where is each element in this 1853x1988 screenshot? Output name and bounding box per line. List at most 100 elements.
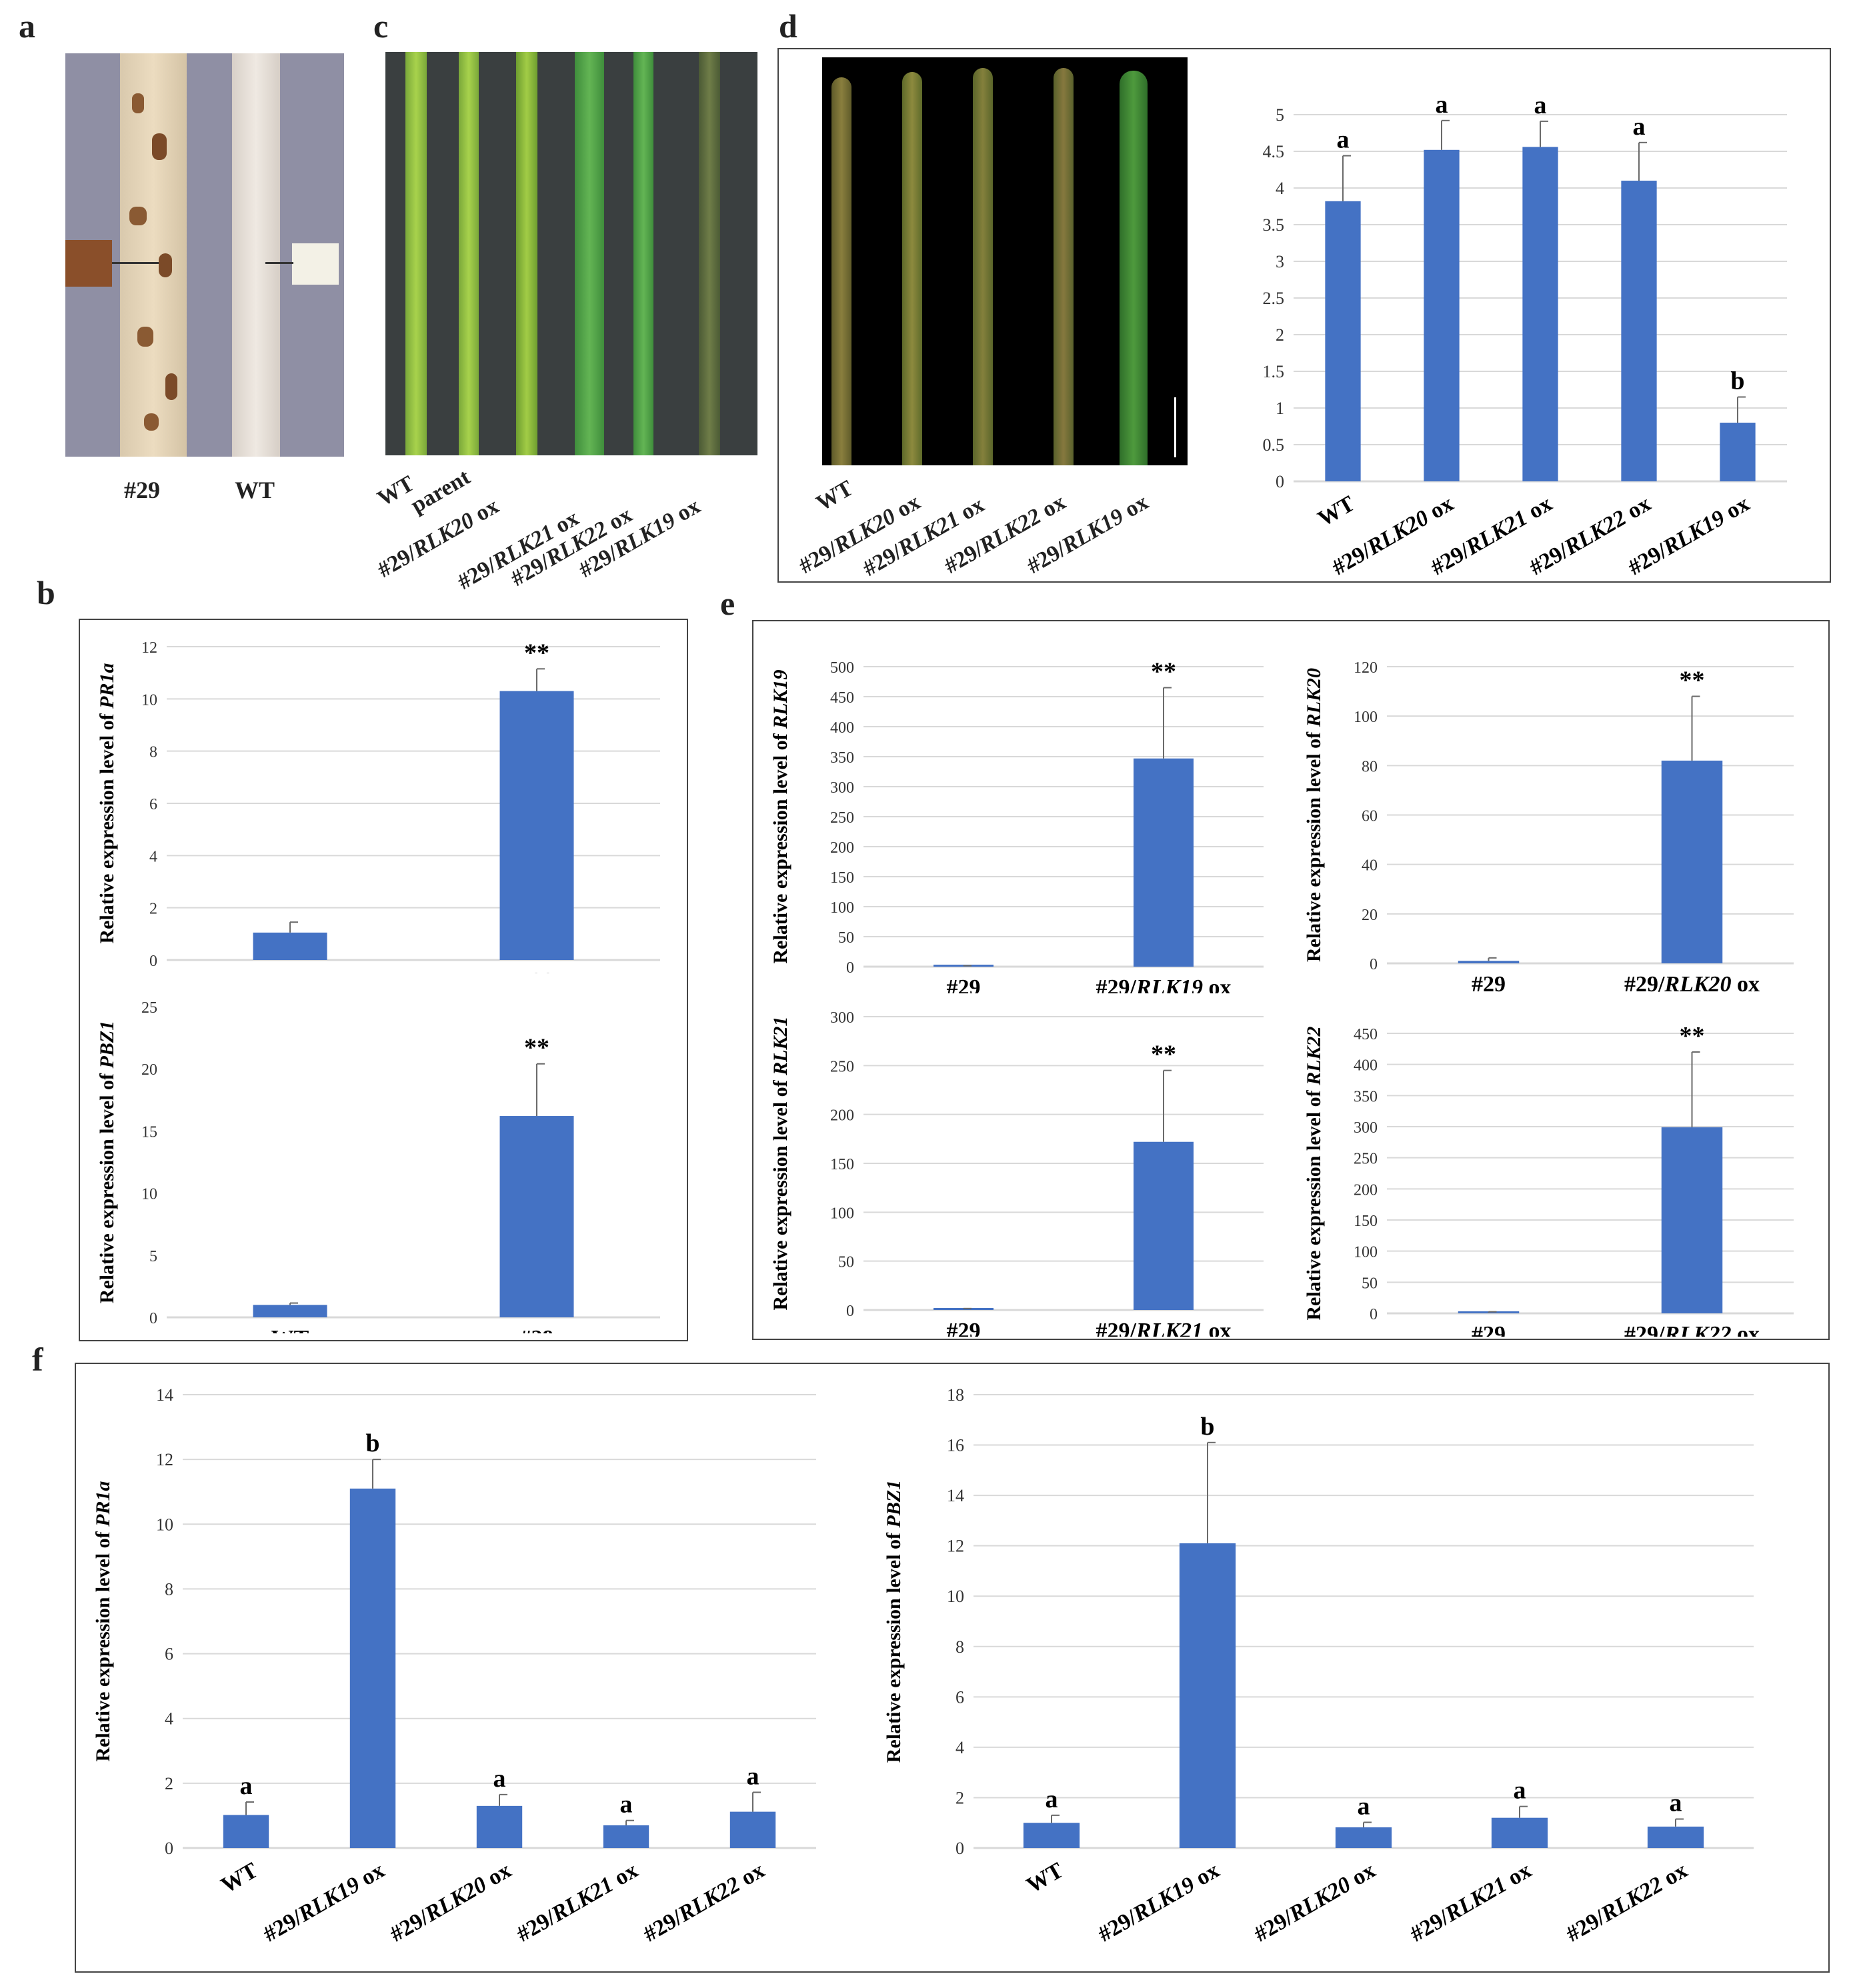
panel-letter-e: e <box>720 585 735 622</box>
x-category-label: #29/RLK20 ox <box>1250 1858 1380 1947</box>
y-tick-label: 0 <box>1370 956 1378 973</box>
y-tick-label: 100 <box>830 1205 854 1222</box>
panel-d-frame <box>777 48 1831 583</box>
significance-label: ** <box>1151 658 1176 686</box>
significance-label: a <box>1670 1789 1682 1817</box>
y-tick-label: 8 <box>149 744 157 761</box>
y-tick-label: 15 <box>141 1123 157 1141</box>
y-tick-label: 120 <box>1354 659 1378 677</box>
y-tick-label: 5 <box>1276 105 1284 125</box>
y-tick-label: 3 <box>1276 252 1284 271</box>
y-tick-label: 50 <box>838 1254 854 1271</box>
chart-f1: 0 2 4 6 8 10 12 14 a WT b #29/RLK19 ox a #29/RLK20 ox… <box>92 1385 816 1947</box>
y-tick-label: 40 <box>1362 857 1378 875</box>
y-tick-label: 10 <box>156 1515 173 1534</box>
bar <box>1661 760 1723 963</box>
y-tick-label: 0 <box>149 1310 157 1327</box>
y-tick-label: 0.5 <box>1263 435 1285 455</box>
y-tick-label: 2 <box>1276 325 1284 345</box>
significance-label: ** <box>1680 1022 1705 1050</box>
y-tick-label: 4 <box>165 1709 173 1729</box>
chart-e3: 0 50 100 150 200 250 300 #29 ** #29/RLK21 ox Relat… <box>769 1009 1264 1337</box>
y-tick-label: 100 <box>1354 709 1378 726</box>
y-tick-label: 16 <box>947 1436 964 1455</box>
y-tick-label: 2 <box>149 901 157 918</box>
y-axis-label: Relative expression level of RLK21 <box>769 1016 791 1310</box>
panel-b-frame <box>79 619 688 1341</box>
y-tick-label: 10 <box>141 1186 157 1203</box>
bar <box>1335 1827 1392 1848</box>
x-category-label: #29/RLK19 ox <box>1096 975 1231 993</box>
bar <box>253 932 327 960</box>
y-tick-label: 450 <box>1354 1026 1378 1043</box>
y-tick-label: 350 <box>830 749 854 767</box>
y-tick-label: 350 <box>1354 1088 1378 1105</box>
y-tick-label: 50 <box>1362 1275 1378 1292</box>
chart-e4: 0 50 100 150 200 250 300 350 400 450 #29 ** #29/RLK2… <box>1303 1022 1794 1337</box>
x-category-label: #29 <box>947 1319 981 1337</box>
bar <box>1522 147 1558 481</box>
significance-label: a <box>1337 126 1350 154</box>
y-tick-label: 2.5 <box>1263 289 1285 308</box>
panel-letter-b: b <box>37 574 55 611</box>
y-tick-label: 3.5 <box>1263 215 1285 235</box>
x-category-label: #29/RLK21 ox <box>1406 1858 1536 1947</box>
significance-label: b <box>365 1429 379 1457</box>
y-tick-label: 20 <box>141 1061 157 1079</box>
y-tick-label: 80 <box>1362 758 1378 775</box>
x-category-label: #29/RLK22 ox <box>1624 1322 1760 1337</box>
y-tick-label: 400 <box>830 719 854 737</box>
y-tick-label: 6 <box>956 1687 964 1707</box>
bar <box>1621 181 1657 481</box>
x-category-label: #29 <box>947 975 981 993</box>
bar <box>1179 1543 1236 1848</box>
y-tick-label: 6 <box>165 1645 173 1664</box>
y-axis-label: Relative expression level of RLK22 <box>1303 1026 1325 1320</box>
y-tick-label: 150 <box>1354 1213 1378 1230</box>
y-tick-label: 2 <box>956 1788 964 1807</box>
bar <box>223 1815 269 1848</box>
x-category-label: WT <box>217 1858 262 1899</box>
y-tick-label: 250 <box>830 1058 854 1075</box>
y-tick-label: 12 <box>156 1450 173 1469</box>
y-tick-label: 4 <box>149 848 157 865</box>
y-axis-label: Relative expression level of PR1a <box>92 1481 114 1761</box>
y-axis-label: Relative expression level of RLK19 <box>769 669 791 963</box>
leaf-photo-d <box>822 57 1188 465</box>
y-tick-label: 400 <box>1354 1057 1378 1075</box>
panel-letter-f: f <box>32 1341 43 1378</box>
y-tick-label: 0 <box>165 1839 173 1858</box>
bar <box>1023 1823 1080 1848</box>
bar <box>1647 1826 1704 1848</box>
y-tick-label: 50 <box>838 929 854 947</box>
chart-e2: 0 20 40 60 80 100 120 #29 ** #29/RLK20 ox Relative… <box>1303 659 1794 993</box>
y-tick-label: 8 <box>165 1579 173 1599</box>
y-tick-label: 0 <box>846 1303 854 1320</box>
significance-label: a <box>1514 1777 1526 1805</box>
y-axis-label: Relative expression level of PR1a <box>96 663 118 943</box>
y-tick-label: 200 <box>830 1107 854 1125</box>
y-tick-label: 5 <box>149 1248 157 1265</box>
y-tick-label: 12 <box>947 1537 964 1556</box>
x-category-label: #29/RLK19 ox <box>1094 1858 1224 1947</box>
y-tick-label: 500 <box>830 659 854 677</box>
x-category-label: #29/RLK19 ox <box>259 1858 389 1947</box>
x-category-label: WT <box>271 969 309 973</box>
leaf-photo-a <box>65 53 344 457</box>
bar <box>1720 423 1756 481</box>
bar <box>1134 758 1194 967</box>
y-tick-label: 100 <box>830 899 854 917</box>
y-axis-label: Relative expression level of RLK20 <box>1303 668 1325 962</box>
significance-label: a <box>493 1765 506 1793</box>
y-tick-label: 18 <box>947 1385 964 1405</box>
y-tick-label: 150 <box>830 1156 854 1173</box>
panel-f-frame <box>75 1363 1830 1973</box>
x-category-label: #29 <box>1472 1322 1506 1337</box>
y-tick-label: 10 <box>947 1587 964 1606</box>
y-tick-label: 150 <box>830 869 854 887</box>
y-tick-label: 4 <box>956 1738 964 1757</box>
significance-label: a <box>1436 93 1448 119</box>
y-tick-label: 6 <box>149 796 157 813</box>
chart-e1: 0 50 100 150 200 250 300 350 400 450 500 #29 ** #29/R… <box>769 658 1264 993</box>
